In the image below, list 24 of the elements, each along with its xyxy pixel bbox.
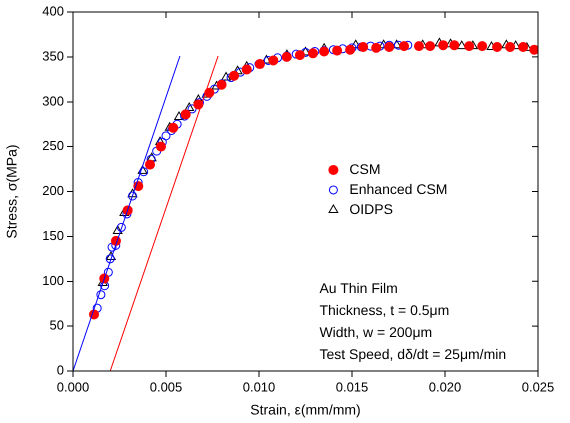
annotation: Au Thin Film bbox=[319, 280, 398, 296]
y-axis-title: Stress, σ(MPa) bbox=[3, 144, 20, 239]
x-tick-label: 0.025 bbox=[522, 379, 554, 394]
y-tick-label: 200 bbox=[42, 183, 64, 198]
annotation: Thickness, t = 0.5μm bbox=[319, 302, 450, 318]
y-tick-label: 350 bbox=[42, 48, 64, 64]
y-tick-label: 0 bbox=[56, 362, 64, 378]
annotation: Test Speed, dδ/dt = 25μm/min bbox=[319, 346, 506, 362]
y-tick-label: 50 bbox=[50, 318, 64, 333]
x-tick-label: 0.010 bbox=[242, 379, 276, 394]
x-tick-label: 0.020 bbox=[428, 379, 462, 394]
y-tick-label: 300 bbox=[42, 93, 64, 108]
y-tick-label: 400 bbox=[42, 4, 64, 19]
legend-label: Enhanced CSM bbox=[349, 180, 448, 197]
x-tick-label: 0.005 bbox=[150, 379, 182, 394]
legend-label: OIDPS bbox=[349, 200, 393, 217]
x-axis-title: Strain, ε(mm/mm) bbox=[250, 401, 361, 418]
x-tick-label: 0.000 bbox=[56, 379, 90, 394]
x-tick-label: 0.015 bbox=[336, 379, 368, 394]
y-tick-label: 150 bbox=[42, 228, 64, 243]
y-tick-label: 250 bbox=[42, 138, 64, 154]
y-tick-label: 100 bbox=[42, 272, 64, 288]
legend-label: CSM bbox=[349, 160, 381, 177]
annotation: Width, w = 200μm bbox=[319, 324, 432, 340]
